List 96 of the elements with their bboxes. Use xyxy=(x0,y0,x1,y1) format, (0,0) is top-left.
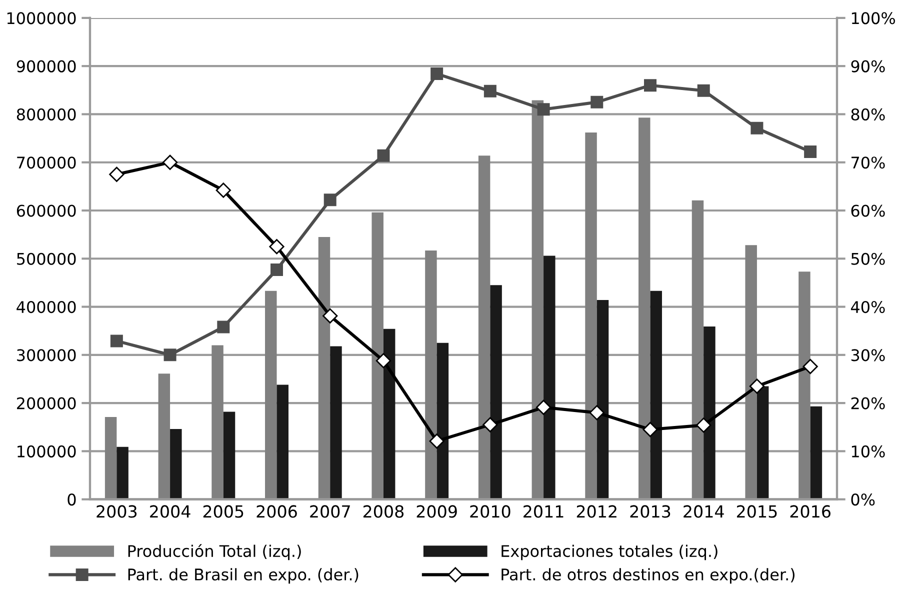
bar xyxy=(490,285,502,500)
x-tick-label: 2007 xyxy=(310,505,350,518)
point xyxy=(377,149,390,162)
y2-tick-label: 90% xyxy=(851,60,885,72)
bar xyxy=(532,100,544,500)
point xyxy=(484,84,496,98)
bar xyxy=(436,342,449,500)
bar xyxy=(330,346,342,500)
y-tick-label: 0 xyxy=(68,494,76,506)
point xyxy=(217,320,230,334)
x-tick-label: 2013 xyxy=(630,505,670,518)
point xyxy=(590,96,604,108)
y2-tick-label: 100% xyxy=(852,12,895,24)
legend-label: Part. de Brasil en expo. (der.) xyxy=(128,568,358,584)
y-tick-label: 400000 xyxy=(16,300,76,314)
y-tick-label: 900000 xyxy=(16,60,76,72)
bar xyxy=(223,412,236,500)
x-tick-label: 2005 xyxy=(203,505,244,518)
legend-label: Producción Total (izq.) xyxy=(128,544,301,560)
point xyxy=(804,146,817,158)
bar xyxy=(170,429,182,500)
bar xyxy=(638,118,650,500)
point xyxy=(270,263,283,276)
point xyxy=(802,358,818,374)
bar xyxy=(544,256,556,500)
point xyxy=(697,84,710,97)
y2-tick-label: 80% xyxy=(851,108,885,121)
bar xyxy=(692,200,704,500)
x-tick-label: 2012 xyxy=(576,505,616,518)
point xyxy=(376,353,392,368)
bar xyxy=(585,132,597,500)
bar xyxy=(116,446,128,500)
point xyxy=(162,154,178,170)
bar xyxy=(745,245,757,500)
legend-label: Part. de otros destinos en expo.(der.) xyxy=(502,568,794,584)
bar xyxy=(650,290,662,500)
x-tick-label: 2006 xyxy=(256,505,297,518)
y2-tick-label: 50% xyxy=(851,252,885,265)
point xyxy=(430,68,444,80)
point xyxy=(110,334,123,348)
point xyxy=(164,348,176,362)
bar xyxy=(810,406,822,500)
x-tick-label: 2008 xyxy=(363,505,404,518)
point xyxy=(322,308,338,324)
point xyxy=(482,417,498,432)
y-tick-label: 700000 xyxy=(17,156,76,169)
point xyxy=(537,103,550,116)
x-tick-label: 2009 xyxy=(416,505,457,518)
bar xyxy=(318,236,330,500)
x-tick-label: 2015 xyxy=(736,505,777,518)
y2-tick-label: 60% xyxy=(851,204,885,217)
y-tick-label: 800000 xyxy=(16,108,76,121)
bar xyxy=(383,328,396,500)
bar xyxy=(158,374,170,500)
y2-tick-label: 40% xyxy=(850,300,885,314)
point xyxy=(642,422,658,438)
x-tick-label: 2010 xyxy=(470,505,510,518)
point xyxy=(696,418,712,433)
point xyxy=(429,434,444,449)
y-tick-label: 300000 xyxy=(17,349,76,362)
y-tick-label: 200000 xyxy=(17,397,76,410)
bar xyxy=(478,156,490,500)
point xyxy=(644,79,656,92)
point xyxy=(324,194,336,206)
point xyxy=(269,239,284,254)
y-tick-label: 500000 xyxy=(17,252,76,265)
y2-tick-label: 30% xyxy=(851,349,885,362)
legend-label: Exportaciones totales (izq.) xyxy=(502,544,718,560)
bar xyxy=(596,300,609,500)
bar xyxy=(372,212,384,500)
bar xyxy=(756,386,769,500)
y-tick-label: 1000000 xyxy=(7,12,76,24)
x-tick-label: 2011 xyxy=(524,505,564,518)
bar xyxy=(798,272,810,500)
y2-tick-label: 0% xyxy=(851,494,875,506)
point xyxy=(109,166,124,182)
y-tick-label: 600000 xyxy=(16,204,76,217)
x-tick-label: 2004 xyxy=(150,505,190,518)
bar xyxy=(276,384,288,500)
y-tick-label: 100000 xyxy=(18,445,76,458)
bar xyxy=(212,345,224,500)
point xyxy=(589,405,604,420)
x-tick-label: 2016 xyxy=(790,505,830,518)
point xyxy=(749,378,765,394)
bar xyxy=(265,290,277,500)
y2-tick-label: 70% xyxy=(852,156,885,169)
point xyxy=(750,122,764,134)
x-tick-label: 2014 xyxy=(684,505,724,518)
point xyxy=(216,182,231,198)
y2-tick-label: 20% xyxy=(851,397,885,410)
point xyxy=(536,400,552,415)
y2-tick-label: 10% xyxy=(852,445,885,458)
bar xyxy=(704,326,716,500)
x-tick-label: 2003 xyxy=(96,505,137,518)
bar xyxy=(425,250,437,500)
bar xyxy=(104,417,117,500)
